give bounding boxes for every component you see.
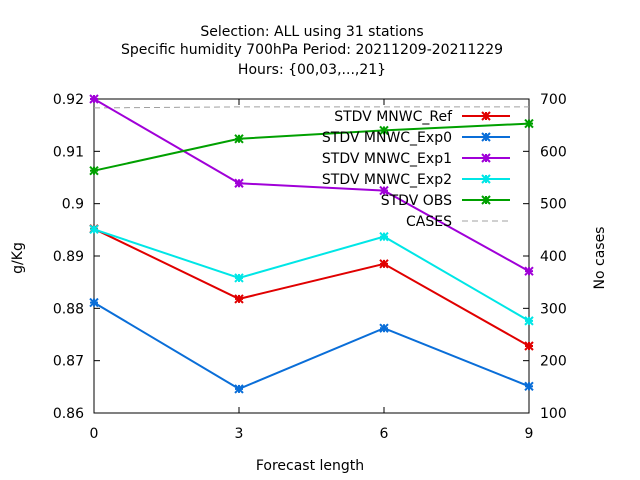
y-tick-label: 0.88 — [53, 301, 84, 317]
series-line-cases — [93, 106, 529, 109]
legend-marker — [481, 174, 491, 184]
plot-axes: 0.86 0.87 0.88 0.89 0.9 0.91 0.92 100 200 300 400 5… — [53, 92, 567, 442]
legend-marker — [481, 111, 491, 121]
data-point-stdv-mnwc-exp0 — [379, 323, 389, 333]
legend-marker — [481, 132, 491, 142]
legend-label: STDV MNWC_Ref — [334, 109, 453, 125]
data-point-stdv-obs — [379, 125, 389, 136]
x-axis-label: Forecast length — [256, 458, 364, 474]
chart-title-line-3: Hours: {00,03,...,21} — [238, 62, 386, 78]
legend-entry-stdv-mnwc-exp1: STDV MNWC_Exp1 — [322, 151, 510, 167]
data-point-stdv-mnwc-exp0 — [89, 297, 99, 308]
data-point-stdv-mnwc-exp2 — [524, 316, 534, 326]
data-point-stdv-obs — [234, 134, 244, 144]
data-point-stdv-mnwc-exp1 — [524, 266, 534, 276]
legend: STDV MNWC_Ref STDV MNWC_Exp0 STDV MNWC_Exp… — [322, 109, 510, 230]
legend-label: STDV MNWC_Exp1 — [322, 151, 452, 167]
plot-frame — [93, 98, 530, 414]
y2-axis-label: No cases — [592, 227, 608, 290]
data-point-stdv-mnwc-ref — [524, 341, 534, 351]
y2-tick-label: 400 — [540, 249, 567, 265]
series-layer — [89, 94, 534, 394]
series-stdv-mnwc-ref — [89, 224, 534, 351]
data-point-stdv-mnwc-ref — [234, 294, 244, 304]
series-stdv-mnwc-exp1 — [89, 94, 534, 276]
legend-marker — [481, 153, 491, 163]
data-point-stdv-mnwc-exp2 — [89, 224, 99, 235]
chart-title-line-2: Specific humidity 700hPa Period: 2021120… — [121, 42, 503, 58]
legend-entry-cases: CASES — [406, 214, 510, 230]
series-line-stdv-mnwc-exp1 — [93, 98, 530, 273]
x-tick-label: 6 — [380, 426, 389, 442]
data-point-stdv-mnwc-exp1 — [89, 94, 99, 104]
data-point-stdv-mnwc-exp0 — [234, 384, 244, 394]
series-line-stdv-mnwc-exp2 — [93, 228, 530, 322]
chart-title: Selection: ALL using 31 stations Specifi… — [121, 24, 503, 78]
data-point-stdv-obs — [524, 118, 534, 129]
legend-label: CASES — [406, 214, 452, 230]
data-point-stdv-mnwc-exp2 — [379, 231, 389, 242]
y2-tick-label: 700 — [540, 92, 567, 108]
x-tick-label: 0 — [90, 426, 99, 442]
legend-label: STDV MNWC_Exp2 — [322, 172, 452, 188]
legend-entry-stdv-obs: STDV OBS — [381, 193, 510, 209]
y2-tick-label: 200 — [540, 354, 567, 370]
y-tick-label: 0.86 — [53, 406, 84, 422]
data-point-stdv-mnwc-exp1 — [379, 185, 389, 196]
legend-entry-stdv-mnwc-exp0: STDV MNWC_Exp0 — [322, 130, 510, 146]
y-axis-label: g/Kg — [10, 242, 26, 274]
data-point-stdv-mnwc-exp1 — [234, 178, 244, 188]
series-stdv-mnwc-exp2 — [89, 224, 534, 326]
y2-tick-label: 300 — [540, 301, 567, 317]
legend-marker — [481, 195, 491, 205]
legend-label: STDV OBS — [381, 193, 452, 209]
x-tick-label: 3 — [235, 426, 244, 442]
y-tick-label: 0.89 — [53, 249, 84, 265]
y-tick-label: 0.9 — [62, 197, 84, 213]
data-point-stdv-mnwc-exp2 — [234, 273, 244, 283]
data-point-stdv-obs — [89, 165, 99, 176]
y-tick-label: 0.92 — [53, 92, 84, 108]
series-cases — [93, 106, 529, 109]
series-stdv-obs — [89, 118, 534, 176]
legend-label: STDV MNWC_Exp0 — [322, 130, 452, 146]
chart-title-line-1: Selection: ALL using 31 stations — [200, 24, 423, 40]
series-line-stdv-mnwc-exp0 — [93, 301, 530, 391]
y-tick-label: 0.87 — [53, 354, 84, 370]
series-stdv-mnwc-exp0 — [89, 297, 534, 394]
series-line-stdv-obs — [93, 122, 530, 172]
legend-entry-stdv-mnwc-exp2: STDV MNWC_Exp2 — [322, 172, 510, 188]
y2-tick-label: 500 — [540, 197, 567, 213]
y-tick-label: 0.91 — [53, 144, 84, 160]
legend-entry-stdv-mnwc-ref: STDV MNWC_Ref — [334, 109, 510, 125]
series-line-stdv-mnwc-ref — [93, 227, 530, 347]
y2-tick-label: 100 — [540, 406, 567, 422]
y2-tick-label: 600 — [540, 144, 567, 160]
data-point-stdv-mnwc-exp0 — [524, 381, 534, 392]
x-tick-label: 9 — [525, 426, 534, 442]
data-point-stdv-mnwc-ref — [379, 259, 389, 269]
